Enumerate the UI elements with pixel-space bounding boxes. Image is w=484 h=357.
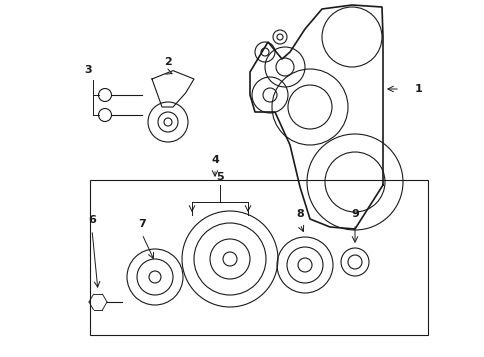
Text: 2: 2 — [164, 57, 171, 67]
Text: 6: 6 — [88, 215, 96, 225]
Text: 8: 8 — [296, 209, 303, 219]
Text: 5: 5 — [216, 172, 223, 182]
Bar — [90, 180, 427, 335]
Text: 9: 9 — [350, 209, 358, 219]
Text: 4: 4 — [211, 155, 218, 165]
Text: 3: 3 — [84, 65, 91, 75]
Text: 1: 1 — [414, 84, 422, 94]
Text: 7: 7 — [138, 219, 146, 229]
